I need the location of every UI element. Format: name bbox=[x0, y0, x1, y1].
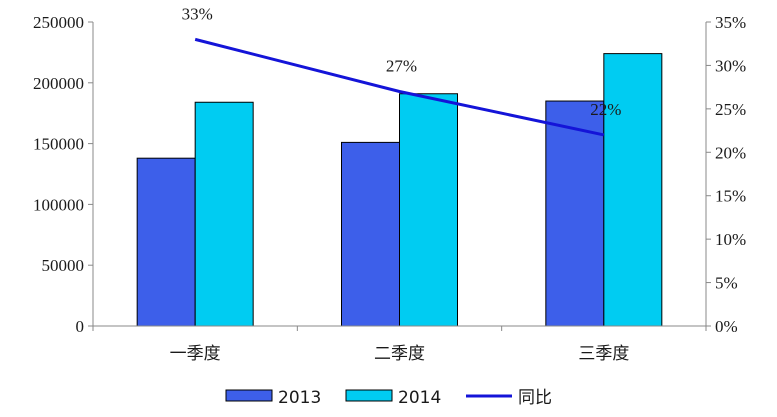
legend-swatch-2013 bbox=[225, 389, 273, 402]
right-tick-label: 20% bbox=[715, 143, 746, 162]
right-tick-label: 25% bbox=[715, 100, 746, 119]
category-labels: 一季度 二季度 三季度 bbox=[92, 326, 707, 364]
yoy-data-label: 33% bbox=[182, 4, 213, 23]
bar-2013 bbox=[545, 100, 605, 327]
legend: 2013 2014 同比 bbox=[225, 388, 552, 408]
category-label: 一季度 bbox=[170, 344, 221, 364]
left-tick-label: 250000 bbox=[33, 13, 84, 32]
right-tick-label: 0% bbox=[715, 317, 738, 336]
bar-2013 bbox=[341, 141, 400, 327]
yoy-data-label: 22% bbox=[590, 100, 621, 119]
legend-label-2014: 2014 bbox=[398, 388, 441, 408]
legend-swatch-2014 bbox=[345, 389, 393, 402]
right-tick-label: 30% bbox=[715, 56, 746, 75]
left-axis-ticks: 0 50000 100000 150000 200000 250000 bbox=[33, 13, 93, 336]
yoy-data-label: 27% bbox=[386, 56, 417, 75]
bar-2014 bbox=[399, 93, 458, 327]
left-tick-label: 200000 bbox=[33, 74, 84, 93]
right-tick-label: 35% bbox=[715, 13, 746, 32]
bar-2014 bbox=[194, 101, 254, 327]
bar-2013 bbox=[136, 157, 196, 327]
category-label: 三季度 bbox=[578, 344, 629, 364]
right-axis-ticks: 0% 5% 10% 15% 20% 25% 30% 35% bbox=[706, 13, 746, 336]
yoy-line-series: 33% 27% 22% bbox=[182, 4, 621, 137]
bar-2014 bbox=[603, 53, 663, 327]
left-tick-label: 0 bbox=[76, 317, 85, 336]
legend-label-2013: 2013 bbox=[278, 388, 321, 408]
legend-label-同比: 同比 bbox=[518, 388, 552, 408]
category-label: 二季度 bbox=[374, 344, 425, 364]
right-tick-label: 15% bbox=[715, 187, 746, 206]
bars bbox=[136, 53, 663, 327]
left-tick-label: 100000 bbox=[33, 195, 84, 214]
left-tick-label: 150000 bbox=[33, 135, 84, 154]
left-tick-label: 50000 bbox=[42, 256, 85, 275]
right-tick-label: 5% bbox=[715, 274, 738, 293]
line-同比 bbox=[194, 37, 605, 137]
right-tick-label: 10% bbox=[715, 230, 746, 249]
